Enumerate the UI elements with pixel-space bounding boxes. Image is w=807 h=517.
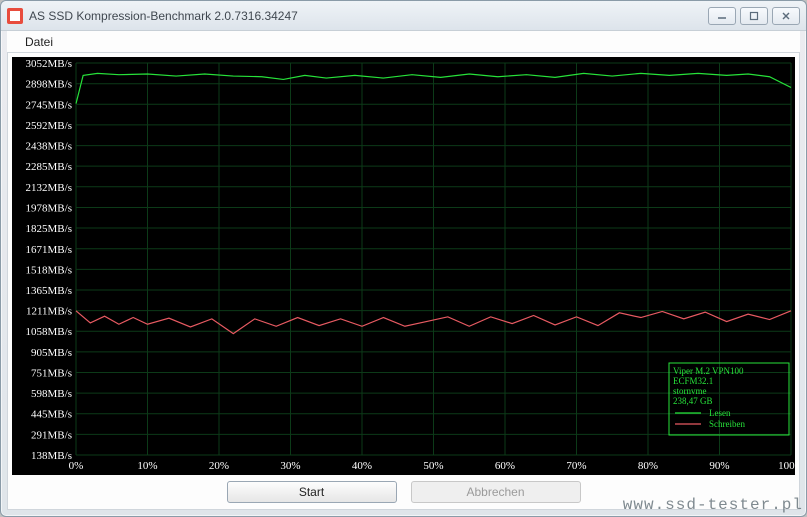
- button-row: Start Abbrechen: [8, 475, 799, 509]
- svg-text:2132MB/s: 2132MB/s: [26, 182, 72, 194]
- minimize-icon: [717, 11, 727, 21]
- maximize-button[interactable]: [740, 7, 768, 25]
- titlebar: AS SSD Kompression-Benchmark 2.0.7316.34…: [1, 1, 806, 31]
- svg-text:1978MB/s: 1978MB/s: [26, 202, 72, 214]
- svg-text:stornvme: stornvme: [673, 386, 707, 396]
- minimize-button[interactable]: [708, 7, 736, 25]
- svg-text:2438MB/s: 2438MB/s: [26, 141, 72, 153]
- svg-text:1058MB/s: 1058MB/s: [26, 326, 72, 338]
- close-button[interactable]: [772, 7, 800, 25]
- svg-text:20%: 20%: [209, 460, 229, 472]
- svg-text:2898MB/s: 2898MB/s: [26, 79, 72, 91]
- chart-container: 138MB/s 291MB/s 445MB/s 598MB/s 751MB/s 905MB…: [12, 57, 795, 475]
- client-area: 138MB/s 291MB/s 445MB/s 598MB/s 751MB/s 905MB…: [7, 53, 800, 510]
- svg-text:90%: 90%: [709, 460, 729, 472]
- svg-text:1671MB/s: 1671MB/s: [26, 244, 72, 256]
- svg-text:Schreiben: Schreiben: [709, 419, 745, 429]
- menubar: Datei: [7, 31, 800, 53]
- window-title: AS SSD Kompression-Benchmark 2.0.7316.34…: [29, 9, 708, 23]
- svg-text:Lesen: Lesen: [709, 408, 731, 418]
- svg-text:138MB/s: 138MB/s: [31, 450, 72, 462]
- svg-text:40%: 40%: [352, 460, 372, 472]
- svg-text:100%: 100%: [778, 460, 795, 472]
- svg-text:1518MB/s: 1518MB/s: [26, 264, 72, 276]
- close-icon: [781, 11, 791, 21]
- svg-text:2745MB/s: 2745MB/s: [26, 99, 72, 111]
- svg-text:Viper M.2 VPN100: Viper M.2 VPN100: [673, 366, 744, 376]
- start-button[interactable]: Start: [227, 481, 397, 503]
- svg-text:80%: 80%: [638, 460, 658, 472]
- svg-text:905MB/s: 905MB/s: [31, 347, 72, 359]
- svg-text:291MB/s: 291MB/s: [31, 429, 72, 441]
- svg-text:30%: 30%: [280, 460, 300, 472]
- svg-text:2285MB/s: 2285MB/s: [26, 161, 72, 173]
- svg-text:1211MB/s: 1211MB/s: [26, 306, 72, 318]
- svg-text:ECFM32.1: ECFM32.1: [673, 376, 713, 386]
- menu-file[interactable]: Datei: [17, 33, 61, 51]
- compression-chart: 138MB/s 291MB/s 445MB/s 598MB/s 751MB/s 905MB…: [12, 57, 795, 475]
- svg-text:238,47 GB: 238,47 GB: [673, 396, 713, 406]
- svg-text:1365MB/s: 1365MB/s: [26, 285, 72, 297]
- svg-text:0%: 0%: [69, 460, 84, 472]
- svg-text:445MB/s: 445MB/s: [31, 409, 72, 421]
- svg-text:598MB/s: 598MB/s: [31, 388, 72, 400]
- svg-text:10%: 10%: [137, 460, 157, 472]
- svg-text:3052MB/s: 3052MB/s: [26, 58, 72, 70]
- svg-text:2592MB/s: 2592MB/s: [26, 120, 72, 132]
- svg-text:50%: 50%: [423, 460, 443, 472]
- app-window: AS SSD Kompression-Benchmark 2.0.7316.34…: [0, 0, 807, 517]
- svg-text:1825MB/s: 1825MB/s: [26, 223, 72, 235]
- svg-text:70%: 70%: [566, 460, 586, 472]
- window-buttons: [708, 7, 800, 25]
- cancel-button: Abbrechen: [411, 481, 581, 503]
- svg-text:751MB/s: 751MB/s: [31, 368, 72, 380]
- maximize-icon: [749, 11, 759, 21]
- svg-text:60%: 60%: [495, 460, 515, 472]
- app-icon: [7, 8, 23, 24]
